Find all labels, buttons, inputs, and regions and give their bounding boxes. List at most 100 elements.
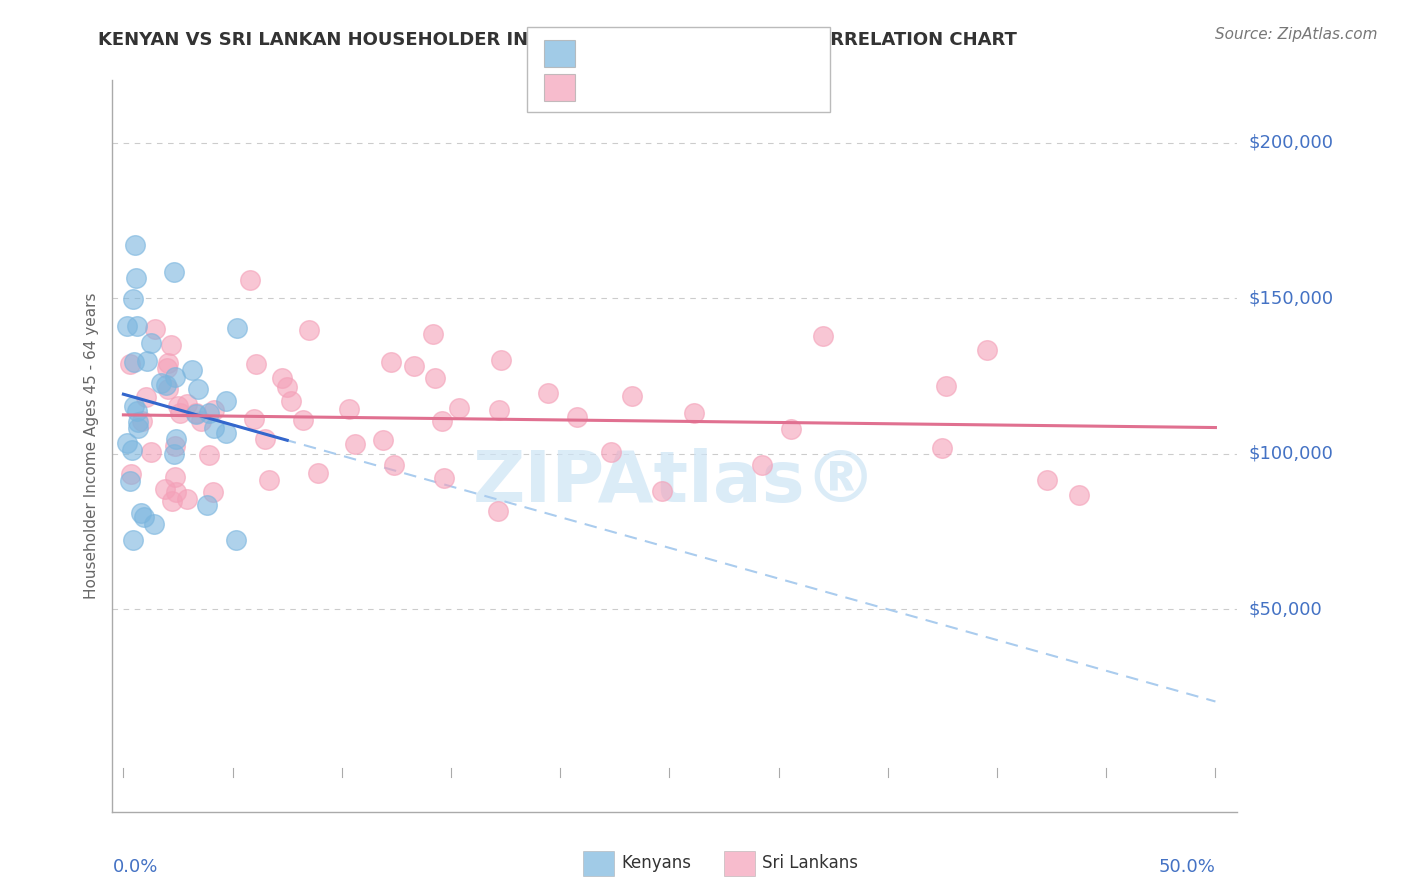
Point (423, 371, 446, 385)
Point (432, 414, 454, 428)
Point (167, 400, 190, 414)
Point (259, 473, 281, 487)
Point (165, 432, 187, 446)
Point (157, 382, 180, 396)
Point (422, 326, 444, 341)
Point (143, 517, 166, 532)
Point (180, 363, 202, 377)
Point (176, 397, 198, 411)
Point (127, 415, 149, 429)
Text: $150,000: $150,000 (1249, 289, 1333, 307)
Point (195, 498, 218, 512)
Point (145, 322, 167, 336)
Point (811, 328, 834, 343)
Point (935, 379, 957, 393)
Point (124, 399, 146, 413)
Point (139, 336, 162, 351)
Point (127, 420, 149, 434)
Point (124, 238, 146, 252)
Point (149, 376, 172, 390)
Point (160, 338, 183, 352)
Text: Source: ZipAtlas.com: Source: ZipAtlas.com (1215, 27, 1378, 42)
Text: 0.0%: 0.0% (112, 858, 157, 877)
Point (243, 412, 266, 426)
Point (214, 394, 236, 409)
Text: Sri Lankans: Sri Lankans (762, 854, 858, 871)
Point (291, 413, 314, 427)
Point (245, 357, 267, 371)
Text: 63: 63 (749, 78, 775, 96)
Point (1035, 473, 1057, 487)
Point (491, 353, 513, 368)
Point (122, 533, 145, 548)
Point (651, 484, 673, 499)
Point (620, 389, 643, 403)
Point (198, 448, 221, 462)
Point (115, 319, 138, 334)
Text: R =: R = (586, 78, 626, 96)
Point (270, 371, 292, 385)
Point (253, 432, 276, 446)
Point (160, 494, 183, 508)
Text: -0.078: -0.078 (633, 78, 697, 96)
Text: N =: N = (707, 45, 747, 62)
Point (186, 407, 208, 421)
Point (118, 357, 141, 371)
Point (125, 318, 148, 333)
Text: -0.177: -0.177 (633, 45, 697, 62)
Text: $200,000: $200,000 (1249, 134, 1333, 152)
Point (118, 474, 141, 488)
Point (239, 273, 262, 287)
Point (190, 414, 212, 428)
Point (447, 401, 470, 415)
Point (131, 414, 153, 428)
Point (165, 470, 187, 484)
Point (155, 377, 177, 392)
Point (153, 482, 176, 496)
Point (343, 436, 366, 450)
Point (931, 441, 953, 455)
Text: Kenyans: Kenyans (621, 854, 692, 871)
Text: $100,000: $100,000 (1249, 445, 1333, 463)
Point (163, 447, 186, 461)
Point (486, 504, 509, 518)
Point (567, 409, 589, 424)
Point (127, 404, 149, 418)
Text: KENYAN VS SRI LANKAN HOUSEHOLDER INCOME AGES 45 - 64 YEARS CORRELATION CHART: KENYAN VS SRI LANKAN HOUSEHOLDER INCOME … (98, 31, 1018, 49)
Point (599, 444, 621, 458)
Point (433, 471, 456, 485)
Point (226, 320, 249, 334)
Point (122, 355, 145, 369)
Text: 50.0%: 50.0% (1159, 858, 1215, 877)
Point (202, 403, 225, 417)
Point (120, 467, 142, 482)
Point (115, 436, 138, 450)
Text: N =: N = (707, 78, 747, 96)
Point (214, 426, 236, 441)
Point (156, 360, 179, 375)
Point (121, 442, 143, 457)
Point (404, 359, 426, 373)
Point (165, 439, 187, 453)
Y-axis label: Householder Income Ages 45 - 64 years: Householder Income Ages 45 - 64 years (83, 293, 98, 599)
Point (488, 403, 510, 417)
Point (202, 421, 225, 435)
Point (780, 422, 803, 436)
Point (683, 406, 706, 420)
Point (276, 380, 298, 394)
Point (135, 390, 157, 404)
Text: ZIPAtlas®: ZIPAtlas® (472, 448, 877, 517)
Point (751, 458, 773, 472)
Point (125, 271, 148, 285)
Point (187, 382, 209, 396)
Point (298, 323, 321, 337)
Point (201, 484, 224, 499)
Point (139, 445, 162, 459)
Point (1067, 488, 1090, 502)
Point (225, 533, 247, 547)
Point (198, 406, 221, 420)
Point (380, 355, 402, 369)
Text: R =: R = (586, 45, 626, 62)
Point (169, 406, 191, 420)
Point (129, 506, 152, 520)
